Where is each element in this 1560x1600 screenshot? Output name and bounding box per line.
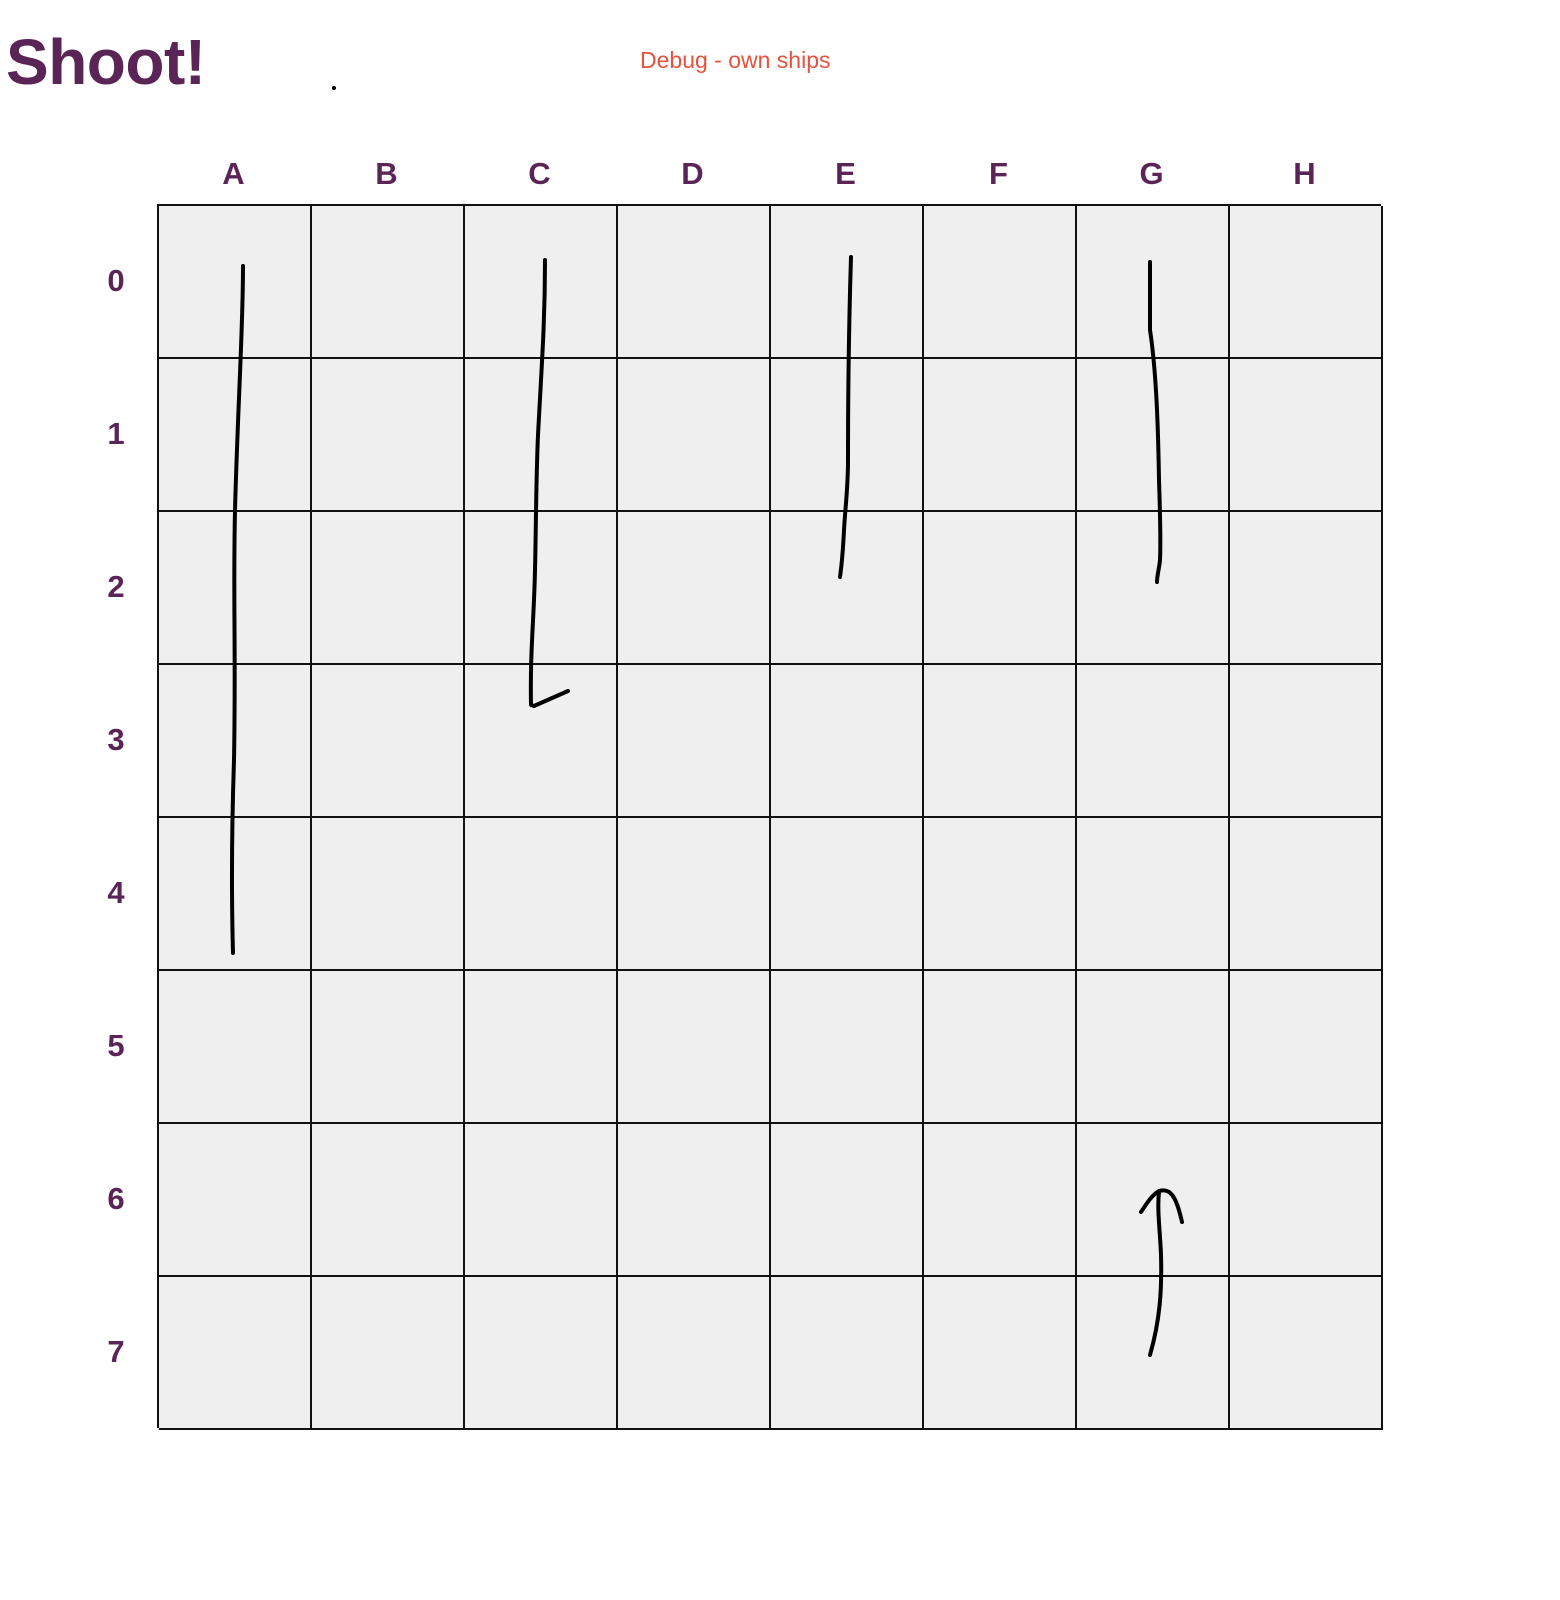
cell-e1[interactable] bbox=[771, 359, 924, 512]
cell-b3[interactable] bbox=[312, 665, 465, 818]
column-label-f: F bbox=[989, 156, 1008, 191]
column-label-h: H bbox=[1293, 156, 1316, 191]
row-label-0: 0 bbox=[107, 263, 125, 298]
cell-b5[interactable] bbox=[312, 971, 465, 1124]
cell-f0[interactable] bbox=[924, 206, 1077, 359]
cell-c3[interactable] bbox=[465, 665, 618, 818]
cell-b6[interactable] bbox=[312, 1124, 465, 1277]
row-label-3: 3 bbox=[107, 722, 125, 757]
row-label-2: 2 bbox=[107, 569, 125, 604]
cell-f5[interactable] bbox=[924, 971, 1077, 1124]
cell-h5[interactable] bbox=[1230, 971, 1383, 1124]
cell-c1[interactable] bbox=[465, 359, 618, 512]
cell-d3[interactable] bbox=[618, 665, 771, 818]
cell-d4[interactable] bbox=[618, 818, 771, 971]
cell-h0[interactable] bbox=[1230, 206, 1383, 359]
cell-e4[interactable] bbox=[771, 818, 924, 971]
cell-c7[interactable] bbox=[465, 1277, 618, 1430]
game-board bbox=[157, 204, 1383, 1430]
row-label-5: 5 bbox=[107, 1028, 125, 1063]
cell-e6[interactable] bbox=[771, 1124, 924, 1277]
cell-e5[interactable] bbox=[771, 971, 924, 1124]
row-label-7: 7 bbox=[107, 1334, 125, 1369]
game-title: Shoot! bbox=[6, 26, 206, 98]
cell-c2[interactable] bbox=[465, 512, 618, 665]
cell-h1[interactable] bbox=[1230, 359, 1383, 512]
stray-dot bbox=[332, 86, 336, 90]
cell-a1[interactable] bbox=[159, 359, 312, 512]
cell-a0[interactable] bbox=[159, 206, 312, 359]
cell-c4[interactable] bbox=[465, 818, 618, 971]
cell-a6[interactable] bbox=[159, 1124, 312, 1277]
cell-d6[interactable] bbox=[618, 1124, 771, 1277]
cell-e0[interactable] bbox=[771, 206, 924, 359]
cell-g0[interactable] bbox=[1077, 206, 1230, 359]
cell-h4[interactable] bbox=[1230, 818, 1383, 971]
cell-a2[interactable] bbox=[159, 512, 312, 665]
row-label-6: 6 bbox=[107, 1181, 125, 1216]
cell-e7[interactable] bbox=[771, 1277, 924, 1430]
cell-h3[interactable] bbox=[1230, 665, 1383, 818]
debug-own-ships-link[interactable]: Debug - own ships bbox=[640, 47, 831, 73]
cell-e2[interactable] bbox=[771, 512, 924, 665]
column-label-e: E bbox=[835, 156, 856, 191]
cell-a7[interactable] bbox=[159, 1277, 312, 1430]
cell-b0[interactable] bbox=[312, 206, 465, 359]
cell-g7[interactable] bbox=[1077, 1277, 1230, 1430]
cell-a3[interactable] bbox=[159, 665, 312, 818]
cell-f3[interactable] bbox=[924, 665, 1077, 818]
cell-c5[interactable] bbox=[465, 971, 618, 1124]
cell-d5[interactable] bbox=[618, 971, 771, 1124]
column-label-c: C bbox=[528, 156, 551, 191]
cell-h2[interactable] bbox=[1230, 512, 1383, 665]
column-label-d: D bbox=[681, 156, 704, 191]
cell-d1[interactable] bbox=[618, 359, 771, 512]
row-label-4: 4 bbox=[107, 875, 125, 910]
cell-g4[interactable] bbox=[1077, 818, 1230, 971]
cell-b7[interactable] bbox=[312, 1277, 465, 1430]
cell-f1[interactable] bbox=[924, 359, 1077, 512]
column-label-g: G bbox=[1139, 156, 1164, 191]
cell-g3[interactable] bbox=[1077, 665, 1230, 818]
cell-c6[interactable] bbox=[465, 1124, 618, 1277]
cell-f7[interactable] bbox=[924, 1277, 1077, 1430]
cell-d7[interactable] bbox=[618, 1277, 771, 1430]
cell-g6[interactable] bbox=[1077, 1124, 1230, 1277]
cell-g2[interactable] bbox=[1077, 512, 1230, 665]
cell-h6[interactable] bbox=[1230, 1124, 1383, 1277]
cell-f4[interactable] bbox=[924, 818, 1077, 971]
cell-a4[interactable] bbox=[159, 818, 312, 971]
cell-b1[interactable] bbox=[312, 359, 465, 512]
cell-g1[interactable] bbox=[1077, 359, 1230, 512]
cell-f2[interactable] bbox=[924, 512, 1077, 665]
cell-c0[interactable] bbox=[465, 206, 618, 359]
cell-d0[interactable] bbox=[618, 206, 771, 359]
column-label-a: A bbox=[222, 156, 245, 191]
cell-h7[interactable] bbox=[1230, 1277, 1383, 1430]
cell-d2[interactable] bbox=[618, 512, 771, 665]
cell-f6[interactable] bbox=[924, 1124, 1077, 1277]
cell-g5[interactable] bbox=[1077, 971, 1230, 1124]
cell-a5[interactable] bbox=[159, 971, 312, 1124]
column-label-b: B bbox=[375, 156, 398, 191]
row-label-1: 1 bbox=[107, 416, 125, 451]
cell-b4[interactable] bbox=[312, 818, 465, 971]
cell-b2[interactable] bbox=[312, 512, 465, 665]
cell-e3[interactable] bbox=[771, 665, 924, 818]
